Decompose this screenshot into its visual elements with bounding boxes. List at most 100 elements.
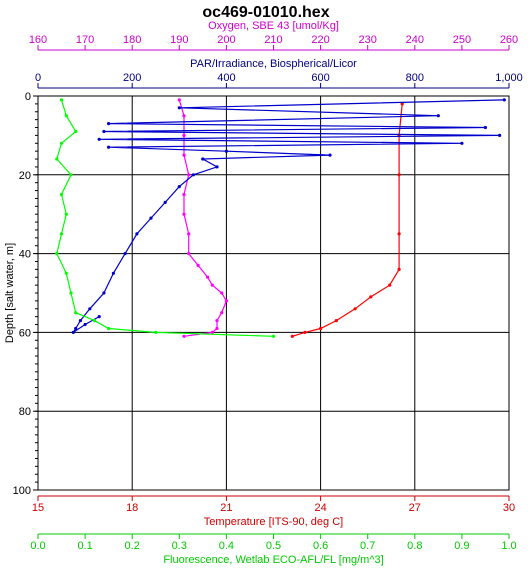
par-data-point (111, 271, 115, 275)
oxygen-data-point (187, 252, 191, 256)
fluorescence-data-point (59, 98, 64, 102)
oxygen-tick-label: 210 (264, 34, 282, 46)
par-data-point (502, 98, 506, 102)
par-data-point (328, 153, 332, 157)
par-data-point (149, 216, 153, 220)
par-tick-label: 400 (217, 72, 235, 84)
par-data-point (460, 141, 464, 145)
oxygen-data-point (187, 173, 191, 177)
temperature-data-point (397, 173, 401, 177)
par-data-point (135, 232, 139, 236)
fluorescence-data-point (64, 271, 68, 275)
fluorescence-data-point (69, 173, 73, 177)
temperature-data-point (369, 295, 373, 299)
temperature-data-point (334, 319, 338, 323)
par-data-point (177, 185, 181, 189)
temperature-data-point (388, 283, 392, 287)
par-data-point (123, 252, 127, 256)
par-data-point (498, 133, 502, 137)
oxygen-tick-label: 220 (311, 34, 329, 46)
fluorescence-tick-label: 0.3 (172, 540, 187, 552)
fluorescence-data-point (59, 141, 64, 145)
oxygen-axis-label: Oxygen, SBE 43 [umol/Kg] (208, 20, 339, 32)
fluorescence-data-point (69, 291, 73, 295)
oxygen-data-point (182, 114, 186, 118)
par-tick-label: 0 (35, 72, 41, 84)
y-tick-label: 100 (13, 485, 31, 497)
par-series-line (72, 99, 505, 333)
par-tick-label: 1,000 (495, 72, 523, 84)
fluorescence-data-point (271, 334, 276, 338)
par-data-point (102, 291, 106, 295)
oxygen-series-line (178, 99, 228, 337)
oxygen-data-point (182, 212, 186, 216)
par-data-point (436, 114, 440, 118)
fluorescence-data-point (92, 319, 97, 323)
oxygen-data-point (215, 319, 219, 323)
oxygen-data-point (220, 311, 224, 315)
par-data-point (201, 157, 205, 161)
temperature-tick-label: 21 (220, 502, 232, 514)
temperature-series-line (292, 103, 403, 337)
oxygen-tick-label: 200 (217, 34, 235, 46)
fluorescence-tick-label: 0.8 (407, 540, 422, 552)
par-data-point (224, 149, 228, 153)
par-data-point (163, 200, 167, 204)
fluorescence-tick-label: 0.2 (125, 540, 140, 552)
oxygen-tick-label: 180 (123, 34, 141, 46)
temperature-data-point (400, 102, 404, 106)
oxygen-tick-label: 250 (453, 34, 471, 46)
par-data-point (74, 326, 78, 331)
oxygen-tick-label: 190 (170, 34, 188, 46)
temperature-tick-label: 24 (314, 502, 326, 514)
oxygen-data-point (182, 133, 186, 137)
par-data-point (107, 122, 111, 126)
fluorescence-data-point (59, 232, 64, 236)
fluorescence-tick-label: 0.7 (360, 540, 375, 552)
fluorescence-tick-label: 0.0 (30, 540, 45, 552)
y-tick-label: 80 (19, 406, 31, 418)
oxygen-tick-label: 230 (359, 34, 377, 46)
temperature-data-point (319, 326, 323, 331)
par-tick-label: 600 (311, 72, 329, 84)
y-tick-label: 60 (19, 327, 31, 339)
oxygen-data-point (182, 192, 186, 197)
par-data-point (97, 137, 101, 141)
y-tick-label: 0 (25, 91, 31, 103)
fluorescence-series-line (56, 99, 274, 337)
temperature-tick-label: 18 (126, 502, 138, 514)
fluorescence-data-point (74, 311, 78, 315)
par-data-point (78, 319, 82, 323)
oxygen-data-point (210, 283, 214, 287)
fluorescence-tick-label: 0.9 (454, 540, 469, 552)
oxygen-data-point (224, 299, 228, 303)
temperature-axis-label: Temperature [ITS-90, deg C] (204, 516, 343, 528)
oxygen-data-point (187, 232, 191, 236)
par-data-point (177, 106, 181, 110)
fluorescence-data-point (55, 157, 59, 161)
fluorescence-data-point (64, 114, 68, 118)
temperature-data-point (290, 334, 294, 338)
par-data-point (97, 315, 101, 319)
fluorescence-data-point (107, 326, 111, 331)
chart-title: oc469-01010.hex (202, 4, 329, 21)
par-data-point (107, 145, 111, 149)
fluorescence-data-point (55, 252, 59, 256)
oxygen-tick-label: 260 (500, 34, 518, 46)
par-axis-label: PAR/Irradiance, Biospherical/Licor (190, 58, 357, 70)
temperature-tick-label: 15 (32, 502, 44, 514)
y-axis-label: Depth [salt water, m] (4, 243, 16, 343)
grid (38, 96, 509, 490)
oxygen-data-point (182, 334, 186, 338)
fluorescence-tick-label: 1.0 (501, 540, 516, 552)
fluorescence-tick-label: 0.4 (219, 540, 234, 552)
fluorescence-tick-label: 0.6 (313, 540, 328, 552)
fluorescence-tick-label: 0.5 (266, 540, 281, 552)
fluorescence-data-point (154, 330, 158, 334)
temperature-tick-label: 30 (503, 502, 515, 514)
oxygen-tick-label: 170 (76, 34, 94, 46)
par-data-point (83, 322, 87, 327)
oxygen-tick-label: 240 (406, 34, 424, 46)
par-data-point (71, 330, 75, 334)
